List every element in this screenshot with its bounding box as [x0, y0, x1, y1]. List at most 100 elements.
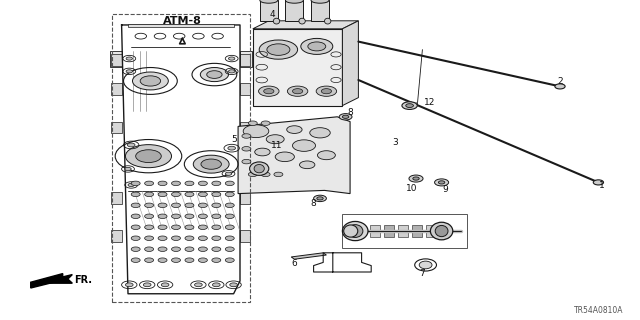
- Circle shape: [301, 38, 333, 54]
- Circle shape: [125, 167, 131, 171]
- Circle shape: [198, 236, 207, 240]
- Circle shape: [339, 114, 352, 120]
- Circle shape: [225, 214, 234, 219]
- Ellipse shape: [344, 225, 358, 237]
- Circle shape: [261, 121, 270, 125]
- Text: 8: 8: [311, 199, 316, 208]
- Polygon shape: [291, 253, 326, 259]
- Circle shape: [131, 236, 140, 240]
- Circle shape: [212, 236, 221, 240]
- Polygon shape: [110, 51, 122, 67]
- Circle shape: [225, 225, 234, 229]
- Circle shape: [145, 203, 154, 208]
- Circle shape: [212, 258, 221, 262]
- Circle shape: [261, 172, 270, 177]
- Circle shape: [212, 225, 221, 229]
- Text: 12: 12: [424, 98, 436, 107]
- Ellipse shape: [260, 0, 278, 3]
- Ellipse shape: [324, 18, 331, 24]
- Circle shape: [193, 155, 229, 173]
- Circle shape: [266, 135, 284, 144]
- Circle shape: [136, 150, 161, 163]
- Circle shape: [292, 89, 303, 94]
- Circle shape: [225, 192, 234, 196]
- Text: 4: 4: [269, 10, 275, 19]
- Polygon shape: [253, 29, 342, 106]
- Polygon shape: [311, 0, 329, 21]
- Circle shape: [287, 86, 308, 96]
- Circle shape: [145, 236, 154, 240]
- Circle shape: [172, 247, 180, 252]
- Circle shape: [242, 134, 251, 138]
- Circle shape: [172, 225, 180, 229]
- Circle shape: [158, 214, 167, 219]
- Circle shape: [172, 181, 180, 186]
- Circle shape: [185, 247, 194, 252]
- Circle shape: [242, 159, 251, 164]
- Ellipse shape: [254, 164, 264, 173]
- Circle shape: [555, 84, 565, 89]
- Circle shape: [158, 247, 167, 252]
- Circle shape: [593, 180, 604, 185]
- Circle shape: [158, 258, 167, 262]
- Ellipse shape: [342, 221, 368, 241]
- Circle shape: [212, 247, 221, 252]
- Polygon shape: [240, 192, 250, 204]
- Circle shape: [228, 146, 236, 150]
- Ellipse shape: [250, 162, 269, 175]
- Polygon shape: [111, 192, 122, 204]
- Circle shape: [200, 68, 228, 82]
- Circle shape: [172, 192, 180, 196]
- Circle shape: [255, 148, 270, 156]
- Circle shape: [158, 225, 167, 229]
- Text: ATM-8: ATM-8: [163, 16, 202, 26]
- Polygon shape: [240, 83, 250, 95]
- Circle shape: [316, 86, 337, 96]
- Circle shape: [185, 225, 194, 229]
- Circle shape: [402, 102, 417, 109]
- Polygon shape: [37, 275, 72, 283]
- Circle shape: [145, 225, 154, 229]
- Circle shape: [225, 258, 234, 262]
- Bar: [342, 214, 467, 248]
- Polygon shape: [240, 54, 250, 66]
- Circle shape: [212, 214, 221, 219]
- Circle shape: [125, 283, 133, 287]
- Polygon shape: [398, 225, 408, 237]
- Circle shape: [212, 203, 221, 208]
- Circle shape: [158, 236, 167, 240]
- Circle shape: [225, 247, 234, 252]
- Circle shape: [172, 203, 180, 208]
- Polygon shape: [31, 274, 63, 288]
- Polygon shape: [238, 117, 350, 194]
- Circle shape: [243, 125, 269, 138]
- Circle shape: [145, 247, 154, 252]
- Text: 7: 7: [420, 269, 425, 278]
- Ellipse shape: [299, 18, 305, 24]
- Bar: [112, 14, 250, 302]
- Circle shape: [126, 70, 132, 73]
- Circle shape: [185, 192, 194, 196]
- Circle shape: [185, 236, 194, 240]
- Polygon shape: [111, 122, 122, 133]
- Circle shape: [145, 258, 154, 262]
- Polygon shape: [412, 225, 422, 237]
- Circle shape: [198, 247, 207, 252]
- Circle shape: [158, 203, 167, 208]
- Circle shape: [201, 159, 221, 169]
- Polygon shape: [342, 21, 358, 106]
- Circle shape: [228, 57, 235, 60]
- Ellipse shape: [435, 225, 448, 236]
- Circle shape: [267, 44, 290, 55]
- Circle shape: [125, 145, 172, 168]
- Circle shape: [131, 258, 140, 262]
- Circle shape: [435, 179, 449, 186]
- Circle shape: [274, 172, 283, 177]
- Circle shape: [195, 283, 202, 287]
- Circle shape: [342, 115, 349, 118]
- Circle shape: [264, 89, 274, 94]
- Ellipse shape: [285, 0, 303, 3]
- Circle shape: [300, 161, 315, 169]
- Circle shape: [314, 195, 326, 202]
- Polygon shape: [111, 54, 122, 66]
